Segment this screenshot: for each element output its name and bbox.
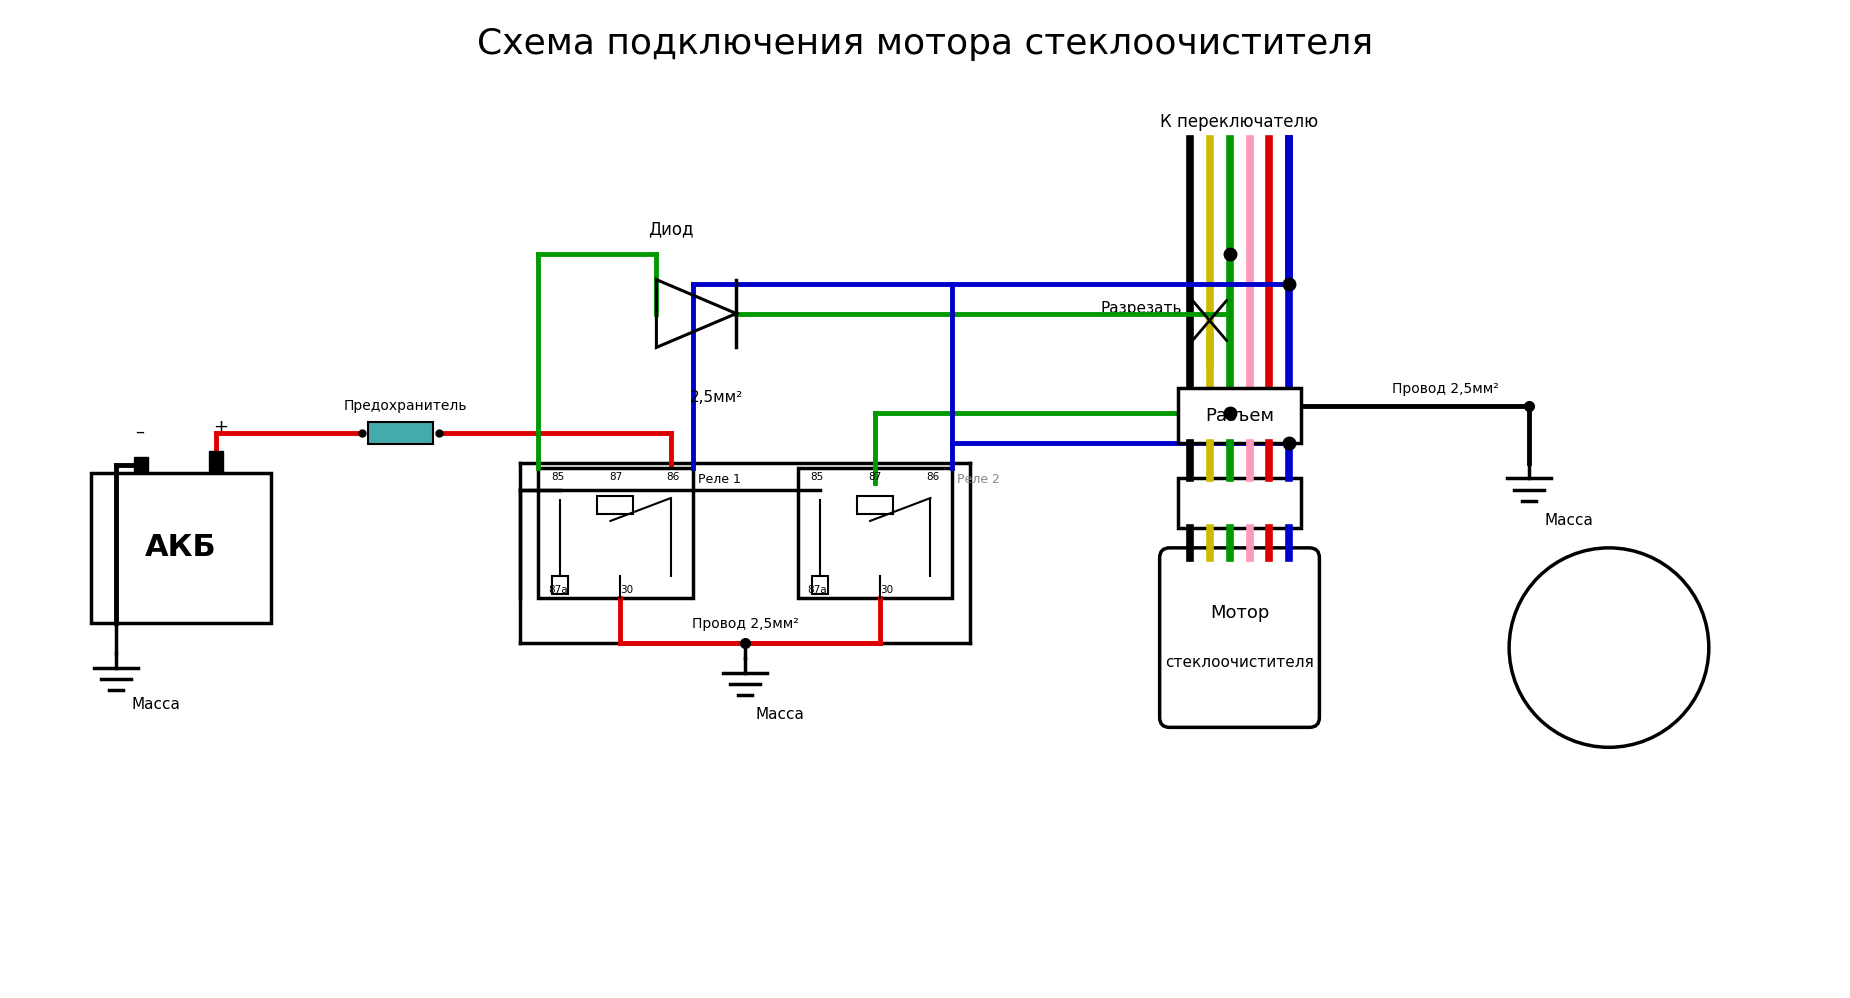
Bar xyxy=(797,468,953,598)
Text: 87a: 87a xyxy=(808,585,827,595)
Bar xyxy=(857,496,894,514)
Text: 87a: 87a xyxy=(548,585,568,595)
Text: 86: 86 xyxy=(666,472,679,482)
Text: 30: 30 xyxy=(881,585,894,595)
Text: 86: 86 xyxy=(927,472,940,482)
FancyBboxPatch shape xyxy=(1160,548,1319,728)
Bar xyxy=(812,576,827,594)
Text: Предохранитель: Предохранитель xyxy=(344,399,468,413)
Bar xyxy=(598,496,633,514)
Text: 30: 30 xyxy=(620,585,633,595)
Bar xyxy=(551,576,568,594)
Text: Мотор: Мотор xyxy=(1210,604,1269,622)
Bar xyxy=(1178,478,1301,528)
Text: К переключателю: К переключателю xyxy=(1160,113,1319,131)
Bar xyxy=(1178,388,1301,443)
Text: +: + xyxy=(213,418,229,436)
Text: АКБ: АКБ xyxy=(146,533,216,562)
Circle shape xyxy=(1510,548,1709,748)
Text: Схема подключения мотора стеклоочистителя: Схема подключения мотора стеклоочистител… xyxy=(477,27,1373,61)
Text: 85: 85 xyxy=(551,472,564,482)
Bar xyxy=(91,473,270,623)
Text: Провод 2,5мм²: Провод 2,5мм² xyxy=(1393,382,1498,396)
Text: 87: 87 xyxy=(609,472,622,482)
Text: 85: 85 xyxy=(810,472,823,482)
Bar xyxy=(209,451,224,473)
Text: Масса: Масса xyxy=(131,698,179,713)
Text: стеклоочистителя: стеклоочистителя xyxy=(1166,655,1314,670)
Text: 2,5мм²: 2,5мм² xyxy=(690,390,742,405)
Bar xyxy=(135,457,148,473)
Text: –: – xyxy=(135,423,144,441)
Text: Разъем: Разъем xyxy=(1204,407,1275,425)
Bar xyxy=(538,468,694,598)
Bar xyxy=(368,422,433,444)
Text: Диод: Диод xyxy=(648,221,694,239)
Text: Масса: Масса xyxy=(755,708,805,723)
Text: Реле 1: Реле 1 xyxy=(697,473,740,486)
Text: Провод 2,5мм²: Провод 2,5мм² xyxy=(692,617,799,631)
Text: 87: 87 xyxy=(868,472,882,482)
Text: Масса: Масса xyxy=(1545,513,1593,528)
Text: Реле 2: Реле 2 xyxy=(958,473,1001,486)
Text: Разрезать: Разрезать xyxy=(1101,301,1182,316)
